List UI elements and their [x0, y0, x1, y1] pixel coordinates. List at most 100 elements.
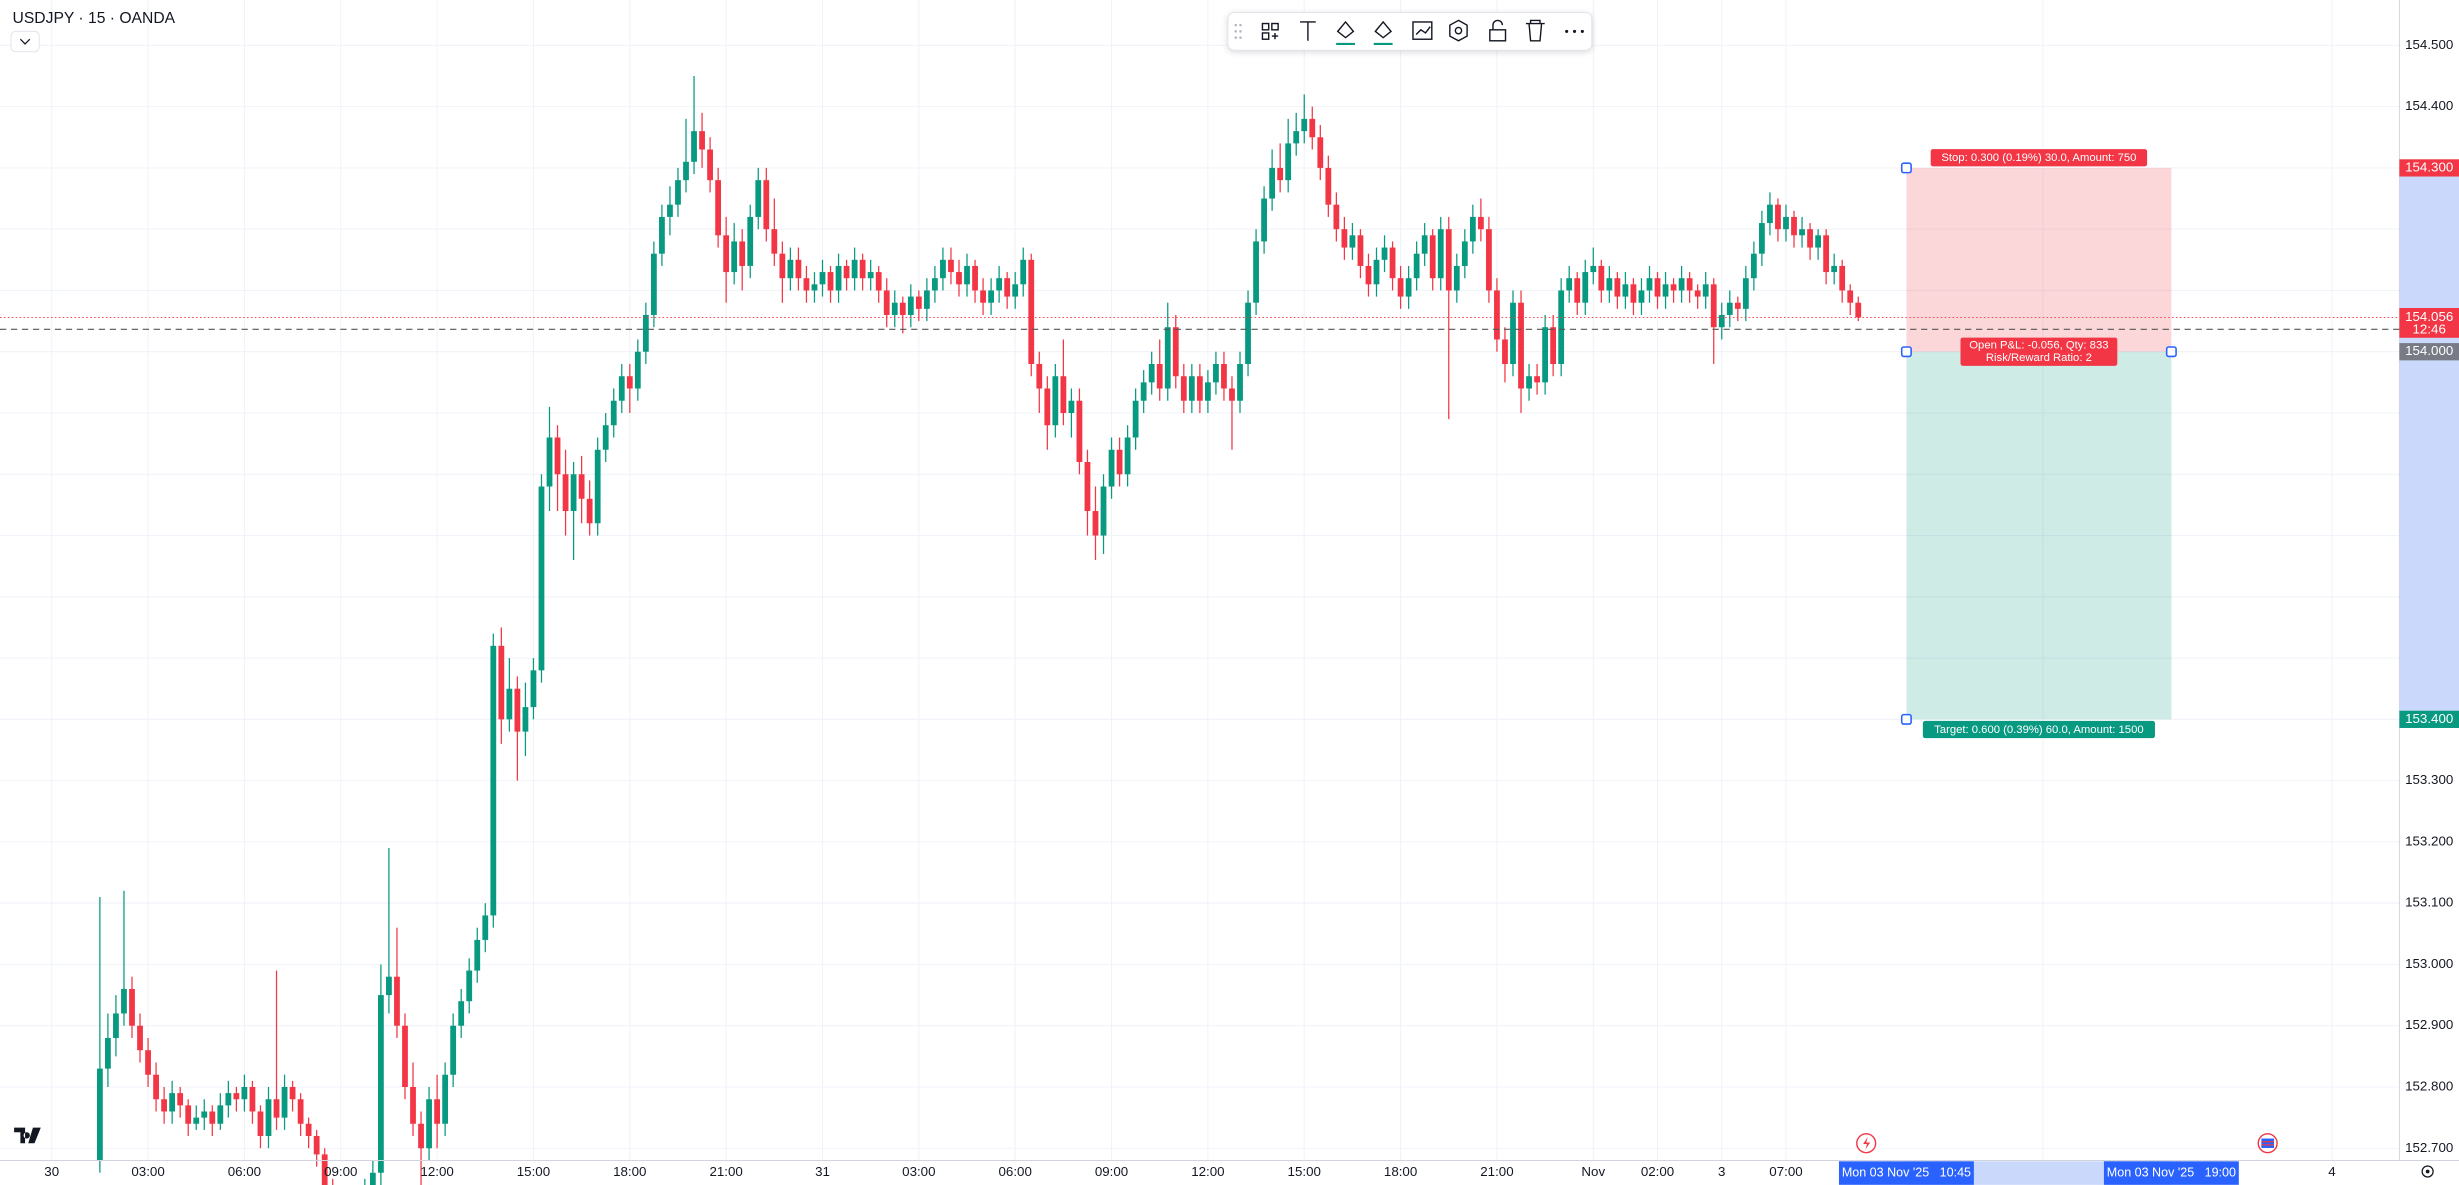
- candle-body: [683, 161, 689, 181]
- candle-body: [1108, 449, 1115, 487]
- settings-icon[interactable]: [1449, 19, 1468, 42]
- candle-body: [249, 1086, 256, 1112]
- position-handle: [2165, 346, 2177, 358]
- candle-body: [988, 290, 994, 303]
- candle-body: [707, 149, 713, 181]
- lock-icon[interactable]: [1489, 19, 1507, 42]
- candle-body: [562, 474, 569, 512]
- candle-body: [659, 216, 665, 254]
- more-icon[interactable]: [1565, 29, 1584, 33]
- candle-body: [1245, 302, 1251, 364]
- candle-body: [972, 265, 978, 291]
- candle-body: [1646, 278, 1653, 291]
- x-tick-label: 06:00: [228, 1164, 261, 1179]
- candle-body: [105, 1037, 111, 1069]
- candle-body: [1309, 118, 1316, 138]
- candle-body: [1180, 376, 1187, 401]
- candle-body: [1469, 216, 1476, 242]
- candle-body: [699, 131, 705, 150]
- candle-body: [1831, 265, 1838, 273]
- x-tick-label: 21:00: [1480, 1164, 1513, 1179]
- flag-icon[interactable]: [2257, 1133, 2278, 1154]
- candle-body: [1662, 284, 1669, 297]
- candle-body: [1028, 259, 1035, 364]
- candle-body: [426, 1099, 432, 1149]
- settings-gear[interactable]: [2421, 1165, 2434, 1178]
- candle-body: [233, 1093, 240, 1100]
- candle-body: [153, 1074, 159, 1100]
- candle-body: [811, 284, 818, 291]
- candle-body: [715, 180, 722, 236]
- candle-body: [313, 1136, 320, 1155]
- candle-body: [1783, 216, 1789, 230]
- candle-body: [907, 296, 914, 315]
- candle-body: [225, 1093, 232, 1106]
- candle-body: [1791, 216, 1797, 236]
- candle-body: [1807, 229, 1813, 248]
- x-tick-label: 18:00: [613, 1164, 646, 1179]
- x-tick-label: 12:00: [1191, 1164, 1224, 1179]
- candle-body: [1429, 235, 1436, 279]
- candle-body: [1317, 137, 1324, 168]
- candle-body: [121, 988, 127, 1014]
- candle-body: [667, 204, 673, 217]
- line-color-icon[interactable]: [1373, 20, 1393, 45]
- candle-body: [626, 376, 633, 389]
- text-icon[interactable]: [1300, 21, 1316, 41]
- x-tick-label: 15:00: [517, 1164, 550, 1179]
- candle-body: [1654, 278, 1661, 297]
- candle-body: [1301, 118, 1308, 132]
- candle-body: [1100, 486, 1107, 536]
- candle-body: [273, 1099, 280, 1118]
- candle-body: [1542, 327, 1549, 383]
- drag-handle[interactable]: [1234, 23, 1242, 39]
- candle-body: [835, 265, 842, 291]
- candle-body: [1205, 382, 1211, 401]
- delete-icon[interactable]: [1525, 19, 1545, 42]
- candle-body: [1373, 259, 1380, 285]
- candle-body: [948, 259, 954, 273]
- y-tick-label: 153.000: [2405, 956, 2453, 971]
- candle-body: [1397, 278, 1404, 297]
- candle-body: [1076, 400, 1083, 463]
- templates-icon[interactable]: [1261, 22, 1279, 40]
- settings-chart-icon[interactable]: [1412, 21, 1433, 40]
- candles: [96, 75, 1862, 1185]
- candle-body: [113, 1013, 119, 1038]
- x-tick-label: Nov: [1581, 1164, 1605, 1179]
- candle-body: [321, 1154, 328, 1185]
- candle-body: [217, 1105, 224, 1124]
- candle-body: [209, 1111, 216, 1124]
- stop-price-label: 154.300: [2405, 159, 2453, 174]
- tradingview-logo[interactable]: [14, 1127, 41, 1144]
- candle-body: [1036, 363, 1043, 389]
- fill-color-icon[interactable]: [1336, 20, 1355, 45]
- candle-body: [498, 645, 505, 720]
- candle-body: [779, 253, 786, 279]
- candle-body: [1148, 363, 1155, 383]
- candle-body: [129, 988, 135, 1026]
- x-tick-label: 07:00: [1769, 1164, 1802, 1179]
- candle-body: [442, 1074, 449, 1124]
- drawing-toolbar: [1227, 12, 1593, 51]
- candle-body: [1196, 376, 1203, 401]
- axes: 152.700 152.800 152.900 153.000 153.100 153.2…: [44, 37, 2459, 1185]
- candle-body: [1847, 290, 1854, 303]
- candle-body: [932, 278, 938, 291]
- symbol-title[interactable]: USDJPY · 15 · OANDA: [13, 10, 176, 27]
- candle-body: [1389, 247, 1396, 279]
- candle-body: [538, 486, 545, 671]
- events-icon[interactable]: [1856, 1133, 1877, 1154]
- candle-body: [940, 259, 946, 279]
- candle-body: [281, 1086, 288, 1118]
- candle-body: [1285, 143, 1292, 181]
- candle-body: [803, 278, 810, 291]
- candle-body: [1590, 265, 1597, 273]
- candle-body: [1132, 400, 1139, 438]
- x-tick-label: 09:00: [1095, 1164, 1128, 1179]
- from-time-label: Mon 03 Nov '25 10:45: [1842, 1165, 1971, 1179]
- candle-body: [490, 645, 497, 916]
- candle-body: [1140, 382, 1147, 401]
- collapse-button[interactable]: [10, 30, 40, 53]
